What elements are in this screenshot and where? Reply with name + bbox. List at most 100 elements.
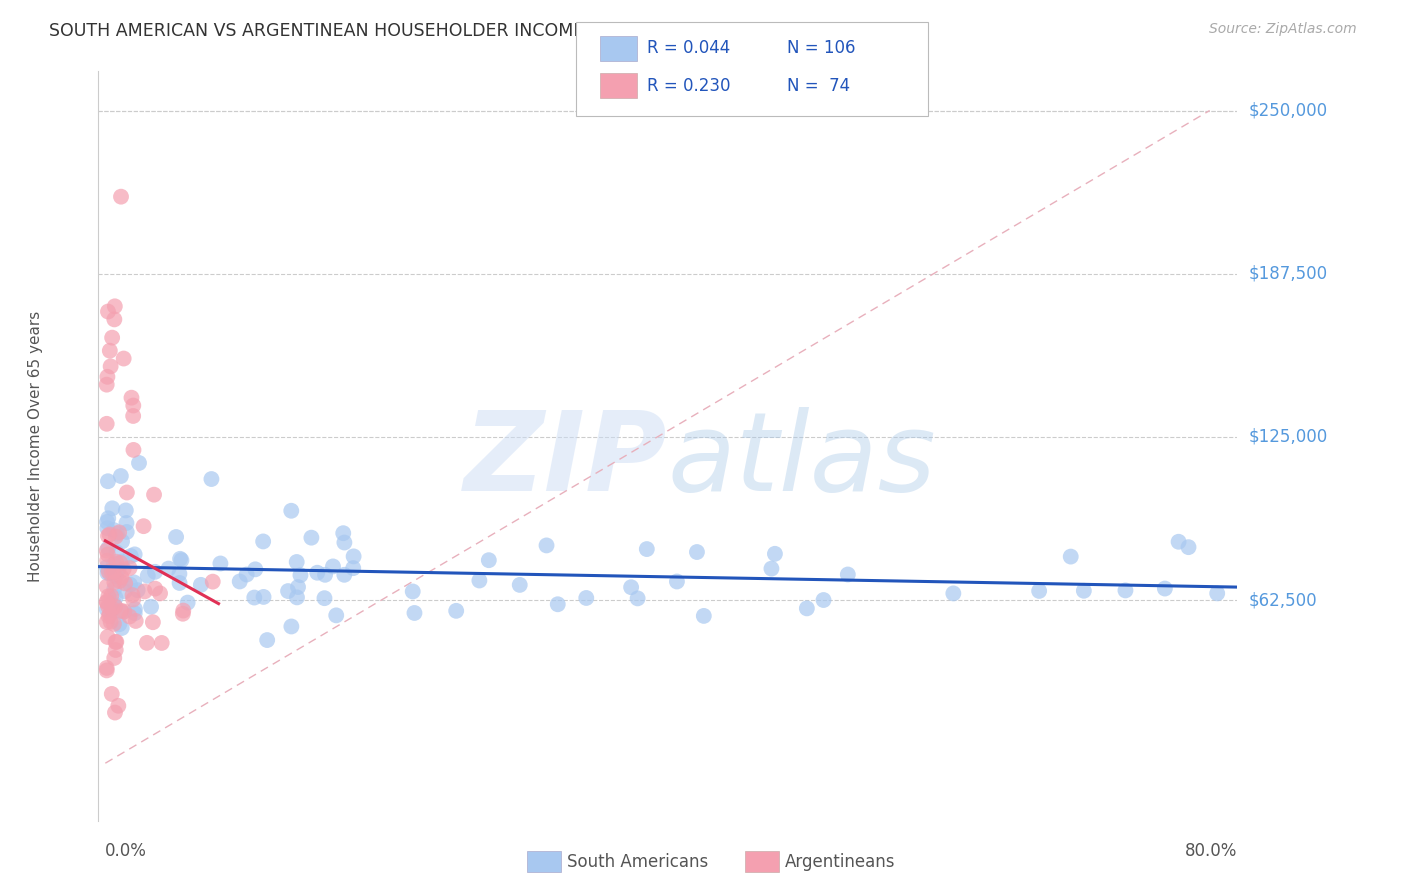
Argentineans xyxy=(150,636,173,650)
Argentineans xyxy=(103,312,125,326)
South Americans xyxy=(209,557,232,571)
South Americans xyxy=(136,569,159,583)
Argentineans xyxy=(96,369,118,384)
South Americans xyxy=(509,578,531,592)
Argentineans xyxy=(96,377,118,392)
South Americans xyxy=(285,555,308,569)
South Americans xyxy=(111,606,134,620)
South Americans xyxy=(96,560,118,574)
Argentineans xyxy=(107,698,129,713)
Argentineans xyxy=(172,603,194,617)
South Americans xyxy=(157,561,180,575)
South Americans xyxy=(96,602,118,616)
Argentineans xyxy=(100,601,122,615)
Argentineans xyxy=(100,589,122,603)
South Americans xyxy=(1206,586,1229,600)
South Americans xyxy=(228,574,250,589)
South Americans xyxy=(332,526,354,541)
South Americans xyxy=(98,566,121,581)
Argentineans xyxy=(97,565,120,579)
Argentineans xyxy=(105,555,128,569)
Argentineans xyxy=(112,562,135,576)
Argentineans xyxy=(112,351,135,366)
Argentineans xyxy=(96,417,118,431)
Argentineans xyxy=(104,635,127,649)
South Americans xyxy=(1167,534,1189,549)
South Americans xyxy=(111,534,134,549)
South Americans xyxy=(103,596,125,610)
Argentineans xyxy=(118,561,141,575)
Argentineans xyxy=(110,570,132,584)
South Americans xyxy=(243,591,266,605)
South Americans xyxy=(101,603,124,617)
South Americans xyxy=(111,554,134,568)
Argentineans xyxy=(100,615,122,629)
South Americans xyxy=(287,580,309,594)
Argentineans xyxy=(100,359,122,374)
Text: R = 0.230: R = 0.230 xyxy=(647,77,730,95)
Text: atlas: atlas xyxy=(668,408,936,515)
Argentineans xyxy=(114,576,136,591)
Argentineans xyxy=(122,409,145,423)
South Americans xyxy=(763,547,786,561)
South Americans xyxy=(547,597,569,611)
Text: $62,500: $62,500 xyxy=(1249,591,1317,609)
South Americans xyxy=(103,582,125,596)
South Americans xyxy=(101,597,124,611)
South Americans xyxy=(124,547,146,561)
South Americans xyxy=(114,503,136,517)
South Americans xyxy=(813,593,835,607)
South Americans xyxy=(314,591,336,606)
Text: $187,500: $187,500 xyxy=(1249,265,1327,283)
Argentineans xyxy=(103,616,125,631)
Argentineans xyxy=(98,607,121,622)
South Americans xyxy=(200,472,222,486)
South Americans xyxy=(176,596,198,610)
South Americans xyxy=(169,551,191,566)
South Americans xyxy=(1114,583,1136,598)
Text: South Americans: South Americans xyxy=(567,853,707,871)
Text: N = 106: N = 106 xyxy=(787,39,856,57)
South Americans xyxy=(342,561,364,575)
South Americans xyxy=(170,553,193,567)
South Americans xyxy=(107,562,129,576)
Argentineans xyxy=(103,651,125,665)
South Americans xyxy=(299,531,322,545)
South Americans xyxy=(402,584,425,599)
South Americans xyxy=(252,590,274,604)
South Americans xyxy=(404,606,426,620)
Argentineans xyxy=(103,575,125,590)
South Americans xyxy=(97,511,120,525)
Argentineans xyxy=(96,543,118,558)
South Americans xyxy=(169,566,191,581)
South Americans xyxy=(256,633,278,648)
South Americans xyxy=(165,530,187,544)
Argentineans xyxy=(97,548,120,562)
South Americans xyxy=(111,621,134,635)
South Americans xyxy=(322,559,344,574)
Argentineans xyxy=(110,189,132,203)
Argentineans xyxy=(96,553,118,567)
Text: 80.0%: 80.0% xyxy=(1185,841,1237,860)
Argentineans xyxy=(104,643,127,657)
Argentineans xyxy=(104,599,127,614)
South Americans xyxy=(290,568,312,582)
South Americans xyxy=(127,583,149,598)
Argentineans xyxy=(96,664,118,678)
South Americans xyxy=(468,574,491,588)
Argentineans xyxy=(143,488,166,502)
South Americans xyxy=(124,606,146,620)
South Americans xyxy=(444,604,467,618)
Text: SOUTH AMERICAN VS ARGENTINEAN HOUSEHOLDER INCOME OVER 65 YEARS CORRELATION CHART: SOUTH AMERICAN VS ARGENTINEAN HOUSEHOLDE… xyxy=(49,22,922,40)
Argentineans xyxy=(98,527,121,541)
Argentineans xyxy=(112,605,135,619)
South Americans xyxy=(105,545,128,559)
Argentineans xyxy=(121,588,143,602)
Argentineans xyxy=(121,391,143,405)
South Americans xyxy=(665,574,688,589)
South Americans xyxy=(1060,549,1083,564)
South Americans xyxy=(97,541,120,556)
South Americans xyxy=(97,475,120,489)
South Americans xyxy=(105,569,128,583)
Argentineans xyxy=(122,442,145,457)
